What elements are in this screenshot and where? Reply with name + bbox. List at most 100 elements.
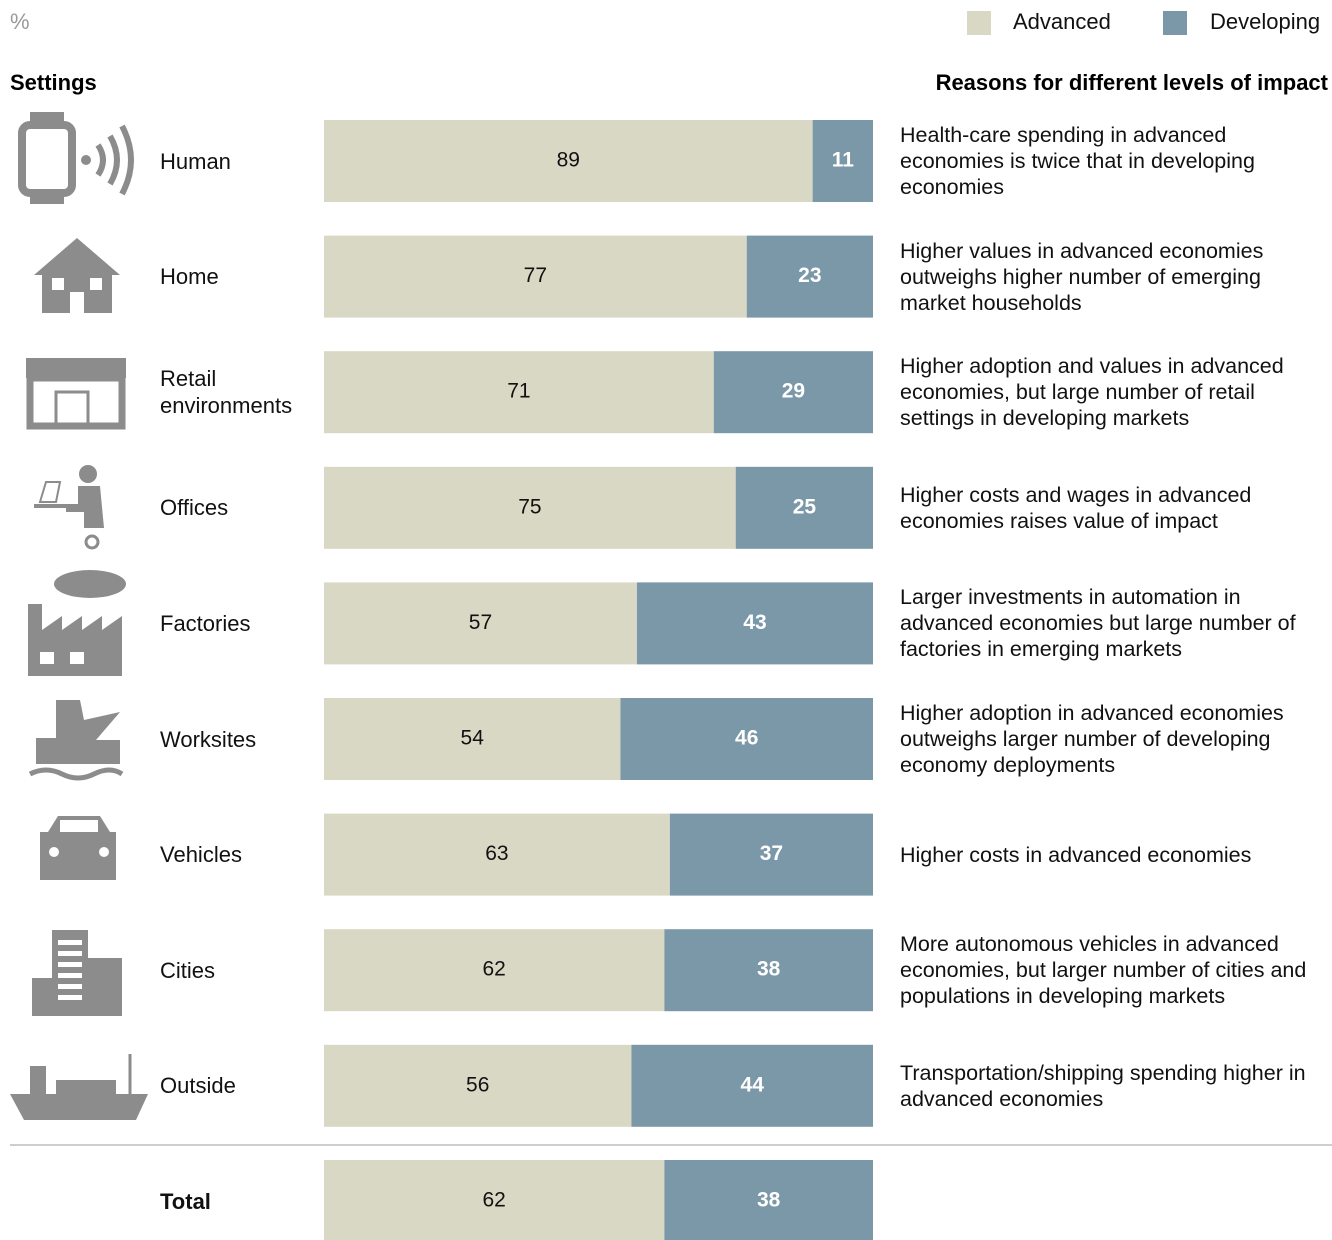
icon bbox=[26, 358, 126, 378]
bar-segment bbox=[812, 120, 873, 202]
icon bbox=[28, 767, 124, 781]
icon bbox=[58, 995, 82, 1000]
bar-segment bbox=[735, 466, 873, 549]
category-label: Outside bbox=[160, 1073, 236, 1099]
icon bbox=[54, 390, 90, 428]
setting-icon bbox=[34, 238, 120, 313]
bar-segment bbox=[324, 235, 747, 318]
legend-label: Developing bbox=[1210, 9, 1320, 34]
icon bbox=[52, 278, 64, 290]
icon bbox=[38, 481, 62, 503]
bar-segment bbox=[620, 698, 873, 780]
setting-icon bbox=[34, 465, 104, 550]
bar-segment bbox=[324, 1160, 665, 1240]
icon bbox=[81, 155, 91, 165]
icon bbox=[99, 847, 109, 857]
bar-segment bbox=[713, 351, 873, 434]
category-label: Factories bbox=[160, 610, 251, 636]
setting-icon bbox=[10, 1054, 148, 1120]
left-header: Settings bbox=[10, 70, 97, 95]
reason-text: Higher adoption in advanced economies ou… bbox=[900, 701, 1284, 777]
icon bbox=[95, 124, 134, 196]
value-label: 57 bbox=[469, 611, 492, 634]
value-label: 38 bbox=[757, 958, 781, 981]
bar-segment bbox=[631, 1044, 873, 1127]
icon bbox=[32, 978, 56, 1016]
reason-text: Higher costs and wages in advanced econo… bbox=[900, 482, 1252, 533]
bar-segment bbox=[324, 698, 621, 780]
setting-icon bbox=[32, 930, 122, 1016]
reason-text: More autonomous vehicles in advanced eco… bbox=[900, 932, 1307, 1009]
icon bbox=[26, 374, 126, 430]
icon bbox=[58, 973, 82, 978]
reason-text: Transportation/shipping spending higher … bbox=[900, 1060, 1306, 1111]
icon bbox=[60, 820, 98, 832]
category-label: Offices bbox=[160, 495, 229, 521]
legend-swatch bbox=[967, 11, 991, 35]
icon bbox=[30, 194, 64, 204]
setting-icon bbox=[18, 112, 134, 204]
setting-icon bbox=[28, 700, 124, 781]
bar-segment bbox=[324, 582, 637, 665]
icon bbox=[49, 847, 59, 857]
bar-segment bbox=[664, 1160, 873, 1240]
value-label: 43 bbox=[743, 611, 766, 634]
category-label: Total bbox=[160, 1188, 211, 1214]
bar-segment bbox=[324, 466, 736, 549]
icon bbox=[90, 278, 102, 290]
bar-segment bbox=[669, 813, 873, 896]
icon bbox=[58, 962, 82, 967]
category-label: Vehicles bbox=[160, 842, 242, 868]
icon bbox=[30, 1066, 46, 1094]
value-label: 89 bbox=[557, 149, 580, 172]
bar-segment bbox=[746, 235, 873, 318]
legend-label: Advanced bbox=[1013, 9, 1111, 34]
icon bbox=[70, 652, 84, 664]
icon bbox=[28, 604, 122, 676]
bar-segment bbox=[324, 813, 670, 896]
setting-icon bbox=[28, 570, 126, 676]
reason-text: Health-care spending in advanced economi… bbox=[900, 123, 1255, 199]
bar-segment bbox=[324, 351, 714, 434]
bar-segment bbox=[324, 1044, 632, 1127]
icon bbox=[36, 700, 120, 764]
right-header: Reasons for different levels of impact bbox=[936, 70, 1329, 95]
value-label: 62 bbox=[483, 1189, 506, 1212]
reason-text: Higher adoption and values in advanced e… bbox=[900, 354, 1284, 431]
category-label: Cities bbox=[160, 957, 216, 983]
category-label: Human bbox=[160, 148, 231, 174]
value-label: 37 bbox=[760, 842, 783, 865]
icon bbox=[30, 112, 64, 124]
icon bbox=[10, 1094, 148, 1120]
bar-segment bbox=[324, 120, 813, 202]
icon bbox=[86, 958, 122, 1016]
value-label: 75 bbox=[518, 495, 541, 518]
legend-swatch bbox=[1163, 11, 1187, 35]
reason-text: Higher costs in advanced economies bbox=[900, 842, 1252, 867]
category-label: Home bbox=[160, 264, 219, 290]
category-label: Worksites bbox=[160, 726, 257, 752]
icon bbox=[34, 238, 120, 313]
value-label: 77 bbox=[524, 264, 547, 287]
bar-segment bbox=[636, 582, 873, 665]
reason-text: Larger investments in automation in adva… bbox=[900, 585, 1296, 662]
reason-text: Higher values in advanced economies outw… bbox=[900, 238, 1264, 315]
icon bbox=[18, 121, 76, 197]
bar-segment bbox=[324, 929, 665, 1012]
value-label: 23 bbox=[798, 264, 821, 287]
value-label: 63 bbox=[485, 842, 508, 865]
value-label: 62 bbox=[483, 958, 506, 981]
value-label: 44 bbox=[741, 1073, 765, 1096]
category-label: Retail environments bbox=[160, 366, 293, 419]
unit-label: % bbox=[10, 9, 30, 34]
icon bbox=[54, 570, 126, 598]
icon bbox=[40, 652, 54, 664]
icon bbox=[58, 951, 82, 956]
icon bbox=[58, 984, 82, 989]
value-label: 38 bbox=[757, 1189, 781, 1212]
value-label: 46 bbox=[735, 727, 758, 750]
icon bbox=[70, 292, 84, 313]
value-label: 29 bbox=[782, 380, 805, 403]
